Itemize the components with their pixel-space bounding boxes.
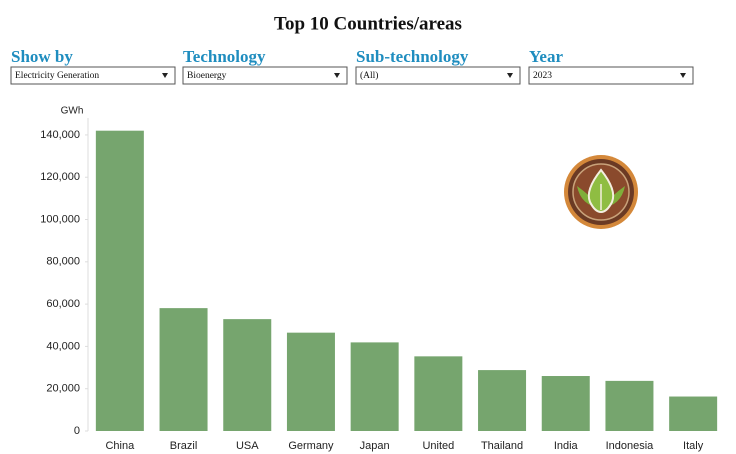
x-tick-label: Brazil (170, 440, 198, 452)
dropdown-value: Electricity Generation (15, 71, 99, 81)
x-tick-label: Thailand (481, 440, 523, 452)
bar (605, 380, 654, 431)
bar (478, 370, 527, 431)
logo (564, 155, 638, 229)
chart-title: Top 10 Countries/areas (274, 13, 462, 34)
y-tick-label: 60,000 (46, 298, 80, 310)
y-tick-label: 80,000 (46, 256, 80, 268)
y-tick-label: 120,000 (40, 171, 80, 183)
filter-label: Show by (11, 47, 73, 66)
x-tick-label: Indonesia (606, 440, 655, 452)
y-axis-label: GWh (61, 106, 84, 117)
bar (223, 319, 272, 431)
dropdown-value: 2023 (533, 71, 552, 81)
bar (669, 396, 718, 431)
y-tick-label: 140,000 (40, 129, 80, 141)
filter-label: Year (529, 47, 563, 66)
x-tick-label: United (422, 440, 454, 452)
dropdown-arrow (162, 73, 168, 78)
dropdown[interactable] (182, 66, 348, 85)
dropdown-value: (All) (360, 70, 378, 81)
bar (541, 376, 590, 431)
dropdown-value: Bioenergy (187, 71, 227, 81)
x-tick-label: India (554, 440, 579, 452)
x-tick-label: Germany (288, 440, 334, 452)
filter-label: Sub-technology (356, 47, 469, 66)
bar (159, 308, 208, 431)
dropdown-arrow (507, 73, 513, 78)
bar (286, 332, 335, 431)
bar (95, 130, 144, 431)
x-tick-label: Japan (360, 440, 390, 452)
bar (414, 356, 463, 431)
filter-label: Technology (183, 47, 266, 66)
y-tick-label: 0 (74, 425, 80, 437)
y-tick-label: 20,000 (46, 383, 80, 395)
x-tick-label: China (105, 440, 135, 452)
dropdown-arrow (680, 73, 686, 78)
y-tick-label: 40,000 (46, 340, 80, 352)
x-tick-label: Italy (683, 440, 704, 452)
bar (350, 342, 399, 431)
dropdown-arrow (334, 73, 340, 78)
dropdown[interactable] (355, 66, 521, 85)
x-tick-label: USA (236, 440, 259, 452)
dropdown[interactable] (10, 66, 176, 85)
dropdown[interactable] (528, 66, 694, 85)
y-tick-label: 100,000 (40, 213, 80, 225)
